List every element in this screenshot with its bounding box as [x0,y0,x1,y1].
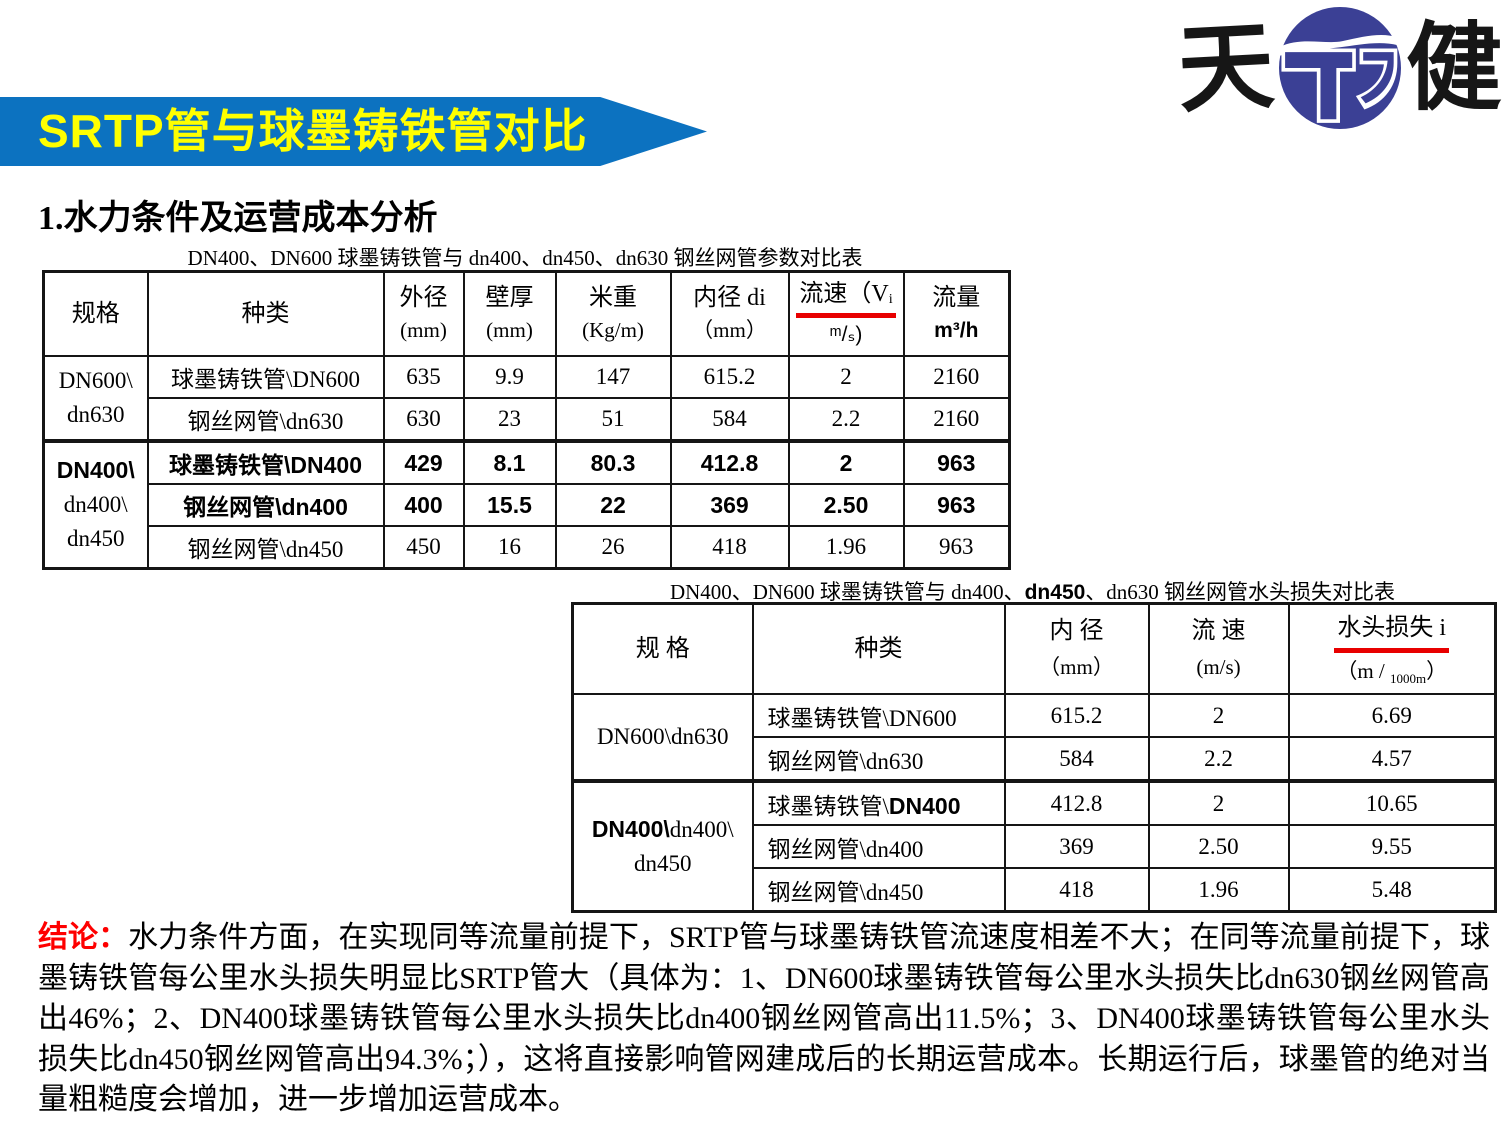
table-cell: 球墨铸铁管\DN400 [751,779,1006,826]
table-header-row: 规格 种类 外径 (mm) 壁厚 (mm) 米重 (Kg/m) 内径 di （mm） 流… [42,270,1011,357]
logo-char-jian: 健 [1406,11,1502,124]
table-cell: 2.50 [787,483,905,527]
table-cell: 412.8 [669,439,790,485]
table-row: 钢丝网管\dn630 584 2.2 4.57 [573,736,1497,782]
table-row: 钢丝网管\dn400 400 15.5 22 369 2.50 963 [44,483,1011,527]
column-header-type: 种类 [751,602,1006,695]
table-cell: 2 [787,355,905,399]
table-cell: 2160 [902,397,1011,442]
column-header-id: 内径 di （mm） [669,270,790,357]
table-cell: 钢丝网管\dn400 [751,824,1006,869]
conclusion-label: 结论： [38,921,129,954]
column-header-wall: 壁厚 (mm) [462,270,557,357]
table-row: DN600\ dn630 球墨铸铁管\DN600 635 9.9 147 615.… [42,355,1011,442]
table-cell: 963 [902,483,1011,527]
column-header-type: 种类 [146,270,385,357]
table-cell: 418 [1003,867,1150,913]
spec-group-dn400: DN400\ dn400\ dn450 [42,439,149,570]
table-cell: 584 [1003,736,1150,782]
column-header-od: 外径 (mm) [382,270,465,357]
logo-circle-icon [1279,7,1401,129]
table-cell: 22 [554,483,672,527]
table-cell: 1.96 [787,525,905,570]
table-cell: 80.3 [554,439,672,485]
table-cell: 2.2 [787,397,905,442]
column-header-flow: 流量 m³/h [902,270,1011,357]
table-cell: 2 [787,439,905,485]
table-row: DN400\ dn400\ dn450 球墨铸铁管\DN400 429 8.1 … [42,439,1011,570]
table-row: 钢丝网管\dn630 630 23 51 584 2.2 2160 [44,397,1011,442]
table-cell: 1.96 [1147,867,1290,913]
table-cell: 963 [902,525,1011,570]
table-cell: 8.1 [462,439,557,485]
table-cell: 6.69 [1287,693,1497,738]
table-cell: 418 [669,525,790,570]
table-cell: 51 [554,397,672,442]
table-cell: 钢丝网管\dn630 [751,736,1006,782]
table-row: 钢丝网管\dn450 450 16 26 418 1.96 963 [44,525,1011,570]
table1-title: DN400、DN600 球墨铸铁管与 dn400、dn450、dn630 钢丝网… [187,246,863,270]
table-cell: 2 [1147,779,1290,826]
table-cell: 球墨铸铁管\DN400 [146,439,385,485]
table-cell: 635 [382,355,465,399]
column-header-headloss: 水头损失 i （m / 1000m） [1287,602,1497,695]
column-header-id: 内 径（mm） [1003,602,1150,695]
table-cell: 2 [1147,693,1290,738]
column-header-spec: 规格 [42,270,149,357]
column-header-velocity: 流 速 (m/s) [1147,602,1290,695]
spec-group-dn600: DN600\dn630 [42,355,149,442]
table-cell: 23 [462,397,557,442]
table-cell: 2.50 [1147,824,1290,869]
table-cell: 630 [382,397,465,442]
column-header-weight: 米重 (Kg/m) [554,270,672,357]
section-heading: 1.水力条件及运营成本分析 [38,200,438,237]
table-row: 钢丝网管\dn400 369 2.50 9.55 [573,824,1497,869]
table-cell: 400 [382,483,465,527]
table-cell: 369 [1003,824,1150,869]
table-cell: 615.2 [669,355,790,399]
table-cell: 10.65 [1287,779,1497,826]
table-header-row: 规 格 种类 内 径（mm） 流 速 (m/s) 水头损失 i （m / 1000m… [571,602,1497,695]
table-cell: 钢丝网管\dn630 [146,397,385,442]
table-row: DN600\dn630 球墨铸铁管\DN600 615.2 2 6.69 [571,693,1497,782]
table-cell: 615.2 [1003,693,1150,738]
table-cell: 5.48 [1287,867,1497,913]
table-cell: 369 [669,483,790,527]
spec-group-dn600: DN600\dn630 [571,693,754,782]
table-cell: 球墨铸铁管\DN600 [751,693,1006,738]
table-cell: 429 [382,439,465,485]
table-cell: 963 [902,439,1011,485]
column-header-spec: 规 格 [571,602,754,695]
banner-title: SRTP管与球墨铸铁管对比 [38,105,588,157]
conclusion-paragraph: 结论：水力条件方面，在实现同等流量前提下，SRTP管与球墨铸铁管流速度相差不大；… [38,918,1490,1121]
table-cell: 15.5 [462,483,557,527]
table2-title: DN400、DN600 球墨铸铁管与 dn400、dn450、dn630 钢丝网… [669,580,1396,604]
title-banner: SRTP管与球墨铸铁管对比 [0,97,707,166]
headloss-comparison-table: 规 格 种类 内 径（mm） 流 速 (m/s) 水头损失 i （m / 1000m… [571,602,1497,913]
spec-group-dn400: DN400\dn400\ dn450 [571,779,754,913]
table-cell: 2.2 [1147,736,1290,782]
column-header-velocity: 流速（Vᵢ ᵐ/ₛ) [787,270,905,357]
table-cell: 钢丝网管\dn450 [146,525,385,570]
table-cell: 钢丝网管\dn400 [146,483,385,527]
table-cell: 9.9 [462,355,557,399]
table-cell: 26 [554,525,672,570]
table-cell: 球墨铸铁管\DN600 [146,355,385,399]
table-row: DN400\dn400\ dn450 球墨铸铁管\DN400 412.8 2 1… [571,779,1497,913]
table-cell: 450 [382,525,465,570]
table-cell: 4.57 [1287,736,1497,782]
table-cell: 16 [462,525,557,570]
table-cell: 584 [669,397,790,442]
table-row: 钢丝网管\dn450 418 1.96 5.48 [573,867,1497,913]
table-cell: 9.55 [1287,824,1497,869]
company-logo: 天 健 [1175,2,1502,134]
logo-char-tian: 天 [1175,8,1277,127]
table-cell: 412.8 [1003,779,1150,826]
conclusion-text: 水力条件方面，在实现同等流量前提下，SRTP管与球墨铸铁管流速度相差不大；在同等… [38,921,1490,1116]
params-comparison-table: 规格 种类 外径 (mm) 壁厚 (mm) 米重 (Kg/m) 内径 di （mm） 流… [42,270,1011,570]
table-cell: 2160 [902,355,1011,399]
table-cell: 钢丝网管\dn450 [751,867,1006,913]
table-cell: 147 [554,355,672,399]
